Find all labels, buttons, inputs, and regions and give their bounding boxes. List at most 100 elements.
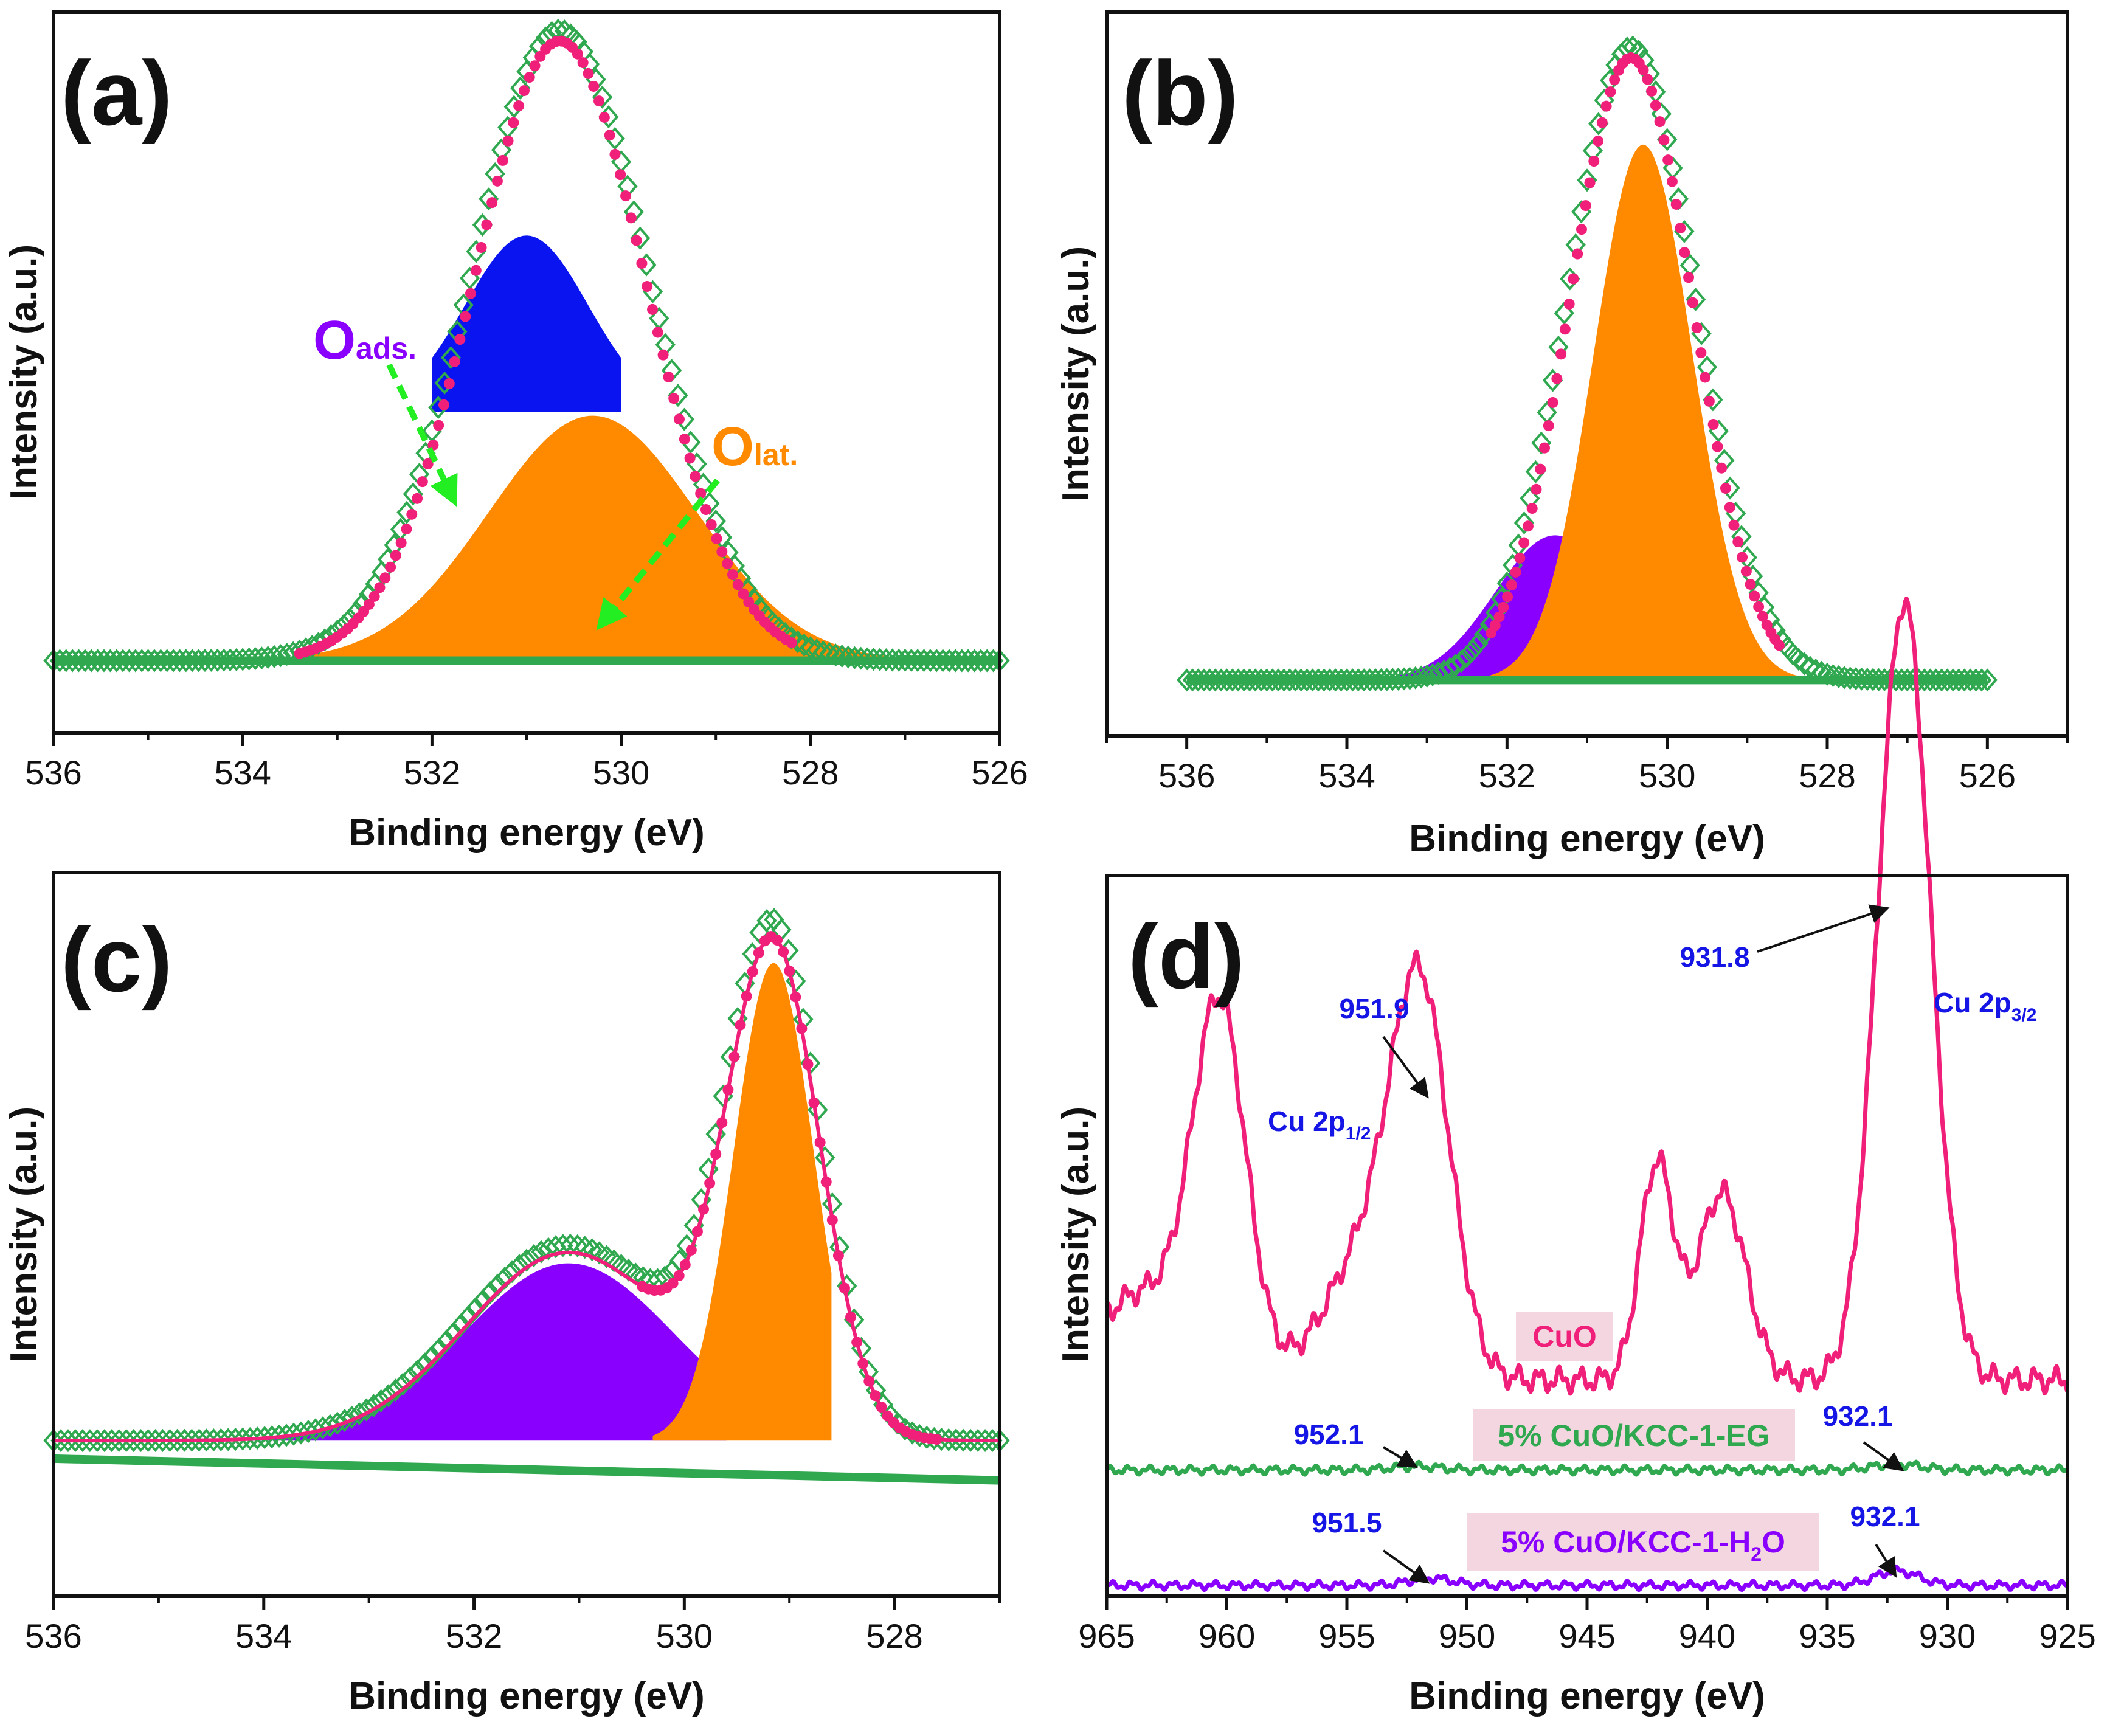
fit-series-point: [679, 434, 690, 445]
raw-data-series-point: [1977, 668, 1998, 692]
raw-data-series-point: [94, 1429, 115, 1453]
svg-text:Oads.: Oads.: [313, 310, 417, 371]
fit-line: [54, 934, 1000, 1443]
tick-label-528: 528: [782, 753, 839, 792]
fit-series-point: [625, 212, 637, 224]
fit-series-point: [588, 80, 600, 92]
raw-data-series-point: [953, 1428, 974, 1452]
raw-data-series: [1177, 35, 1998, 692]
fit-series-point: [1489, 620, 1501, 631]
fit-series-point: [460, 311, 471, 322]
fit-series-point: [518, 85, 530, 97]
fit-series-point: [1700, 372, 1711, 383]
fit-series-point: [1498, 601, 1509, 613]
tick-label-536: 536: [1158, 756, 1215, 795]
legend-box-eg: [1473, 1409, 1795, 1461]
raw-data-series-point: [1686, 288, 1706, 311]
raw-data-series-point: [465, 1296, 486, 1320]
fit-series-point: [476, 241, 487, 253]
raw-data-series-point: [1513, 511, 1535, 535]
fit-series-point: [1646, 85, 1658, 97]
raw-data-series-point: [509, 1254, 530, 1278]
fit-series: [637, 931, 943, 1445]
fit-series-point: [1576, 224, 1587, 235]
baseline-line: [53, 1454, 1000, 1485]
fit-series-point: [422, 458, 434, 469]
fit-series-point: [1670, 198, 1682, 210]
fit-series-point: [667, 1278, 679, 1289]
panel-c-letter: (c): [61, 908, 172, 1011]
assignment-cu2p32-sub: 3/2: [2011, 1005, 2037, 1025]
raw-data-series-point: [1577, 168, 1597, 192]
peak-arrow-932-1-h2o: [1875, 1543, 1897, 1578]
o-ads-peak-fill: [432, 235, 621, 412]
raw-data-series-point: [806, 638, 827, 662]
fit-series-point: [609, 148, 621, 160]
fit-series-point: [486, 197, 498, 209]
fit-series-point: [508, 117, 519, 128]
fit-series-point: [705, 519, 717, 530]
raw-data-series-point: [400, 1366, 421, 1390]
fit-series-point: [673, 1270, 685, 1281]
legend-cuo: CuO: [1532, 1319, 1597, 1354]
fit-series-point: [406, 508, 418, 520]
raw-data-series-point: [1531, 431, 1552, 455]
fit-series-point: [832, 1250, 844, 1261]
tick-label-965: 965: [1078, 1617, 1135, 1655]
component-2-fill: [652, 963, 832, 1441]
fit-series-point: [636, 258, 648, 269]
raw-data-series-point: [440, 346, 462, 370]
fit-series-point: [679, 1259, 691, 1270]
fit-series-point: [1563, 298, 1575, 310]
peak-label-932-1-h2o: 932.1: [1850, 1501, 1920, 1532]
raw-data-series-point: [378, 1384, 399, 1408]
fit-series-point: [593, 95, 605, 107]
fit-series-point: [802, 1059, 814, 1070]
fit-series-point: [1654, 116, 1666, 128]
fit-series-point: [778, 946, 789, 958]
fit-series-point: [577, 57, 589, 69]
raw-data-series-point: [938, 1428, 959, 1451]
fit-series-point: [385, 561, 396, 573]
raw-data-series-point: [247, 1426, 268, 1450]
tick-label-530: 530: [656, 1617, 713, 1655]
raw-data-series-point: [72, 1429, 93, 1453]
raw-data-series-point: [516, 1248, 537, 1272]
raw-data-series-point: [254, 1426, 275, 1450]
raw-data-series-point: [1679, 254, 1700, 277]
raw-data-series-point: [502, 1260, 522, 1284]
fit-series-point: [529, 60, 541, 72]
raw-data-series-point: [1822, 664, 1844, 688]
fit-series-point: [449, 356, 460, 367]
peak-arrow-952-1: [1382, 1446, 1418, 1468]
raw-data-series-point: [421, 1345, 443, 1369]
fit-series-point: [1675, 223, 1686, 234]
fit-series-point: [1588, 156, 1600, 167]
fit-series-point: [716, 1117, 728, 1129]
raw-data-series-point: [403, 482, 423, 506]
raw-data-series-point: [181, 1428, 202, 1452]
tick-label-940: 940: [1679, 1617, 1735, 1655]
raw-data-series-point: [334, 1408, 355, 1432]
raw-data-series-point: [705, 510, 726, 533]
tick-label-925: 925: [2039, 1617, 2095, 1655]
legend-h2o-main: 5% CuO/KCC-1-H: [1501, 1525, 1751, 1559]
fit-series-point: [716, 546, 728, 558]
raw-data-series-point: [1445, 654, 1466, 677]
panel-b-letter: (b): [1122, 42, 1239, 144]
panel-c-y-label: Intensity (a.u.): [3, 1107, 45, 1362]
raw-data-series-point: [832, 644, 853, 668]
fit-series-point: [1749, 590, 1760, 602]
fit-series-point: [1568, 273, 1579, 285]
fit-series-point: [513, 100, 525, 112]
assignment-cu2p12-sub: 1/2: [1346, 1124, 1371, 1144]
raw-data-series-point: [392, 1372, 413, 1396]
fit-series-point: [1666, 176, 1678, 187]
fit-series-point: [1600, 100, 1612, 112]
fit-series-point: [1720, 482, 1731, 494]
fit-series-point: [470, 265, 482, 276]
tick-label-528: 528: [1799, 756, 1855, 795]
fit-series-point: [814, 1136, 826, 1148]
tick-label-530: 530: [593, 753, 649, 792]
fit-series-point: [863, 1375, 875, 1387]
